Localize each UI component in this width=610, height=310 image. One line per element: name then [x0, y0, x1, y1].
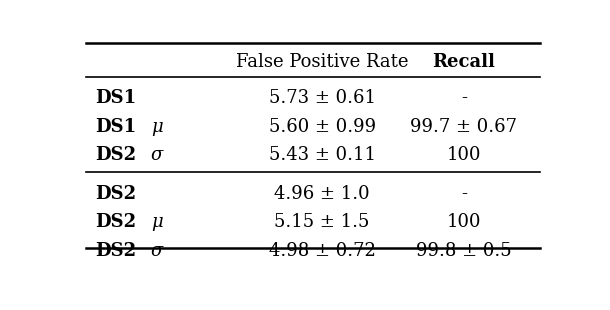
Text: 99.8 ± 0.5: 99.8 ± 0.5 — [416, 242, 512, 260]
Text: Recall: Recall — [432, 53, 495, 71]
Text: μ: μ — [151, 213, 163, 231]
Text: DS1: DS1 — [95, 118, 136, 136]
Text: 4.98 ± 0.72: 4.98 ± 0.72 — [268, 242, 376, 260]
Text: False Positive Rate: False Positive Rate — [236, 53, 408, 71]
Text: σ: σ — [151, 242, 163, 260]
Text: DS1: DS1 — [95, 89, 136, 107]
Text: 100: 100 — [447, 213, 481, 231]
Text: DS2: DS2 — [95, 146, 136, 164]
Text: 100: 100 — [447, 146, 481, 164]
Text: 5.73 ± 0.61: 5.73 ± 0.61 — [268, 89, 376, 107]
Text: μ: μ — [151, 118, 163, 136]
Text: 5.43 ± 0.11: 5.43 ± 0.11 — [268, 146, 376, 164]
Text: σ: σ — [151, 146, 163, 164]
Text: 4.96 ± 1.0: 4.96 ± 1.0 — [274, 184, 370, 202]
Text: -: - — [461, 89, 467, 107]
Text: DS2: DS2 — [95, 213, 136, 231]
Text: DS2: DS2 — [95, 184, 136, 202]
Text: 5.15 ± 1.5: 5.15 ± 1.5 — [274, 213, 370, 231]
Text: -: - — [461, 184, 467, 202]
Text: 5.60 ± 0.99: 5.60 ± 0.99 — [268, 118, 376, 136]
Text: 99.7 ± 0.67: 99.7 ± 0.67 — [411, 118, 517, 136]
Text: DS2: DS2 — [95, 242, 136, 260]
